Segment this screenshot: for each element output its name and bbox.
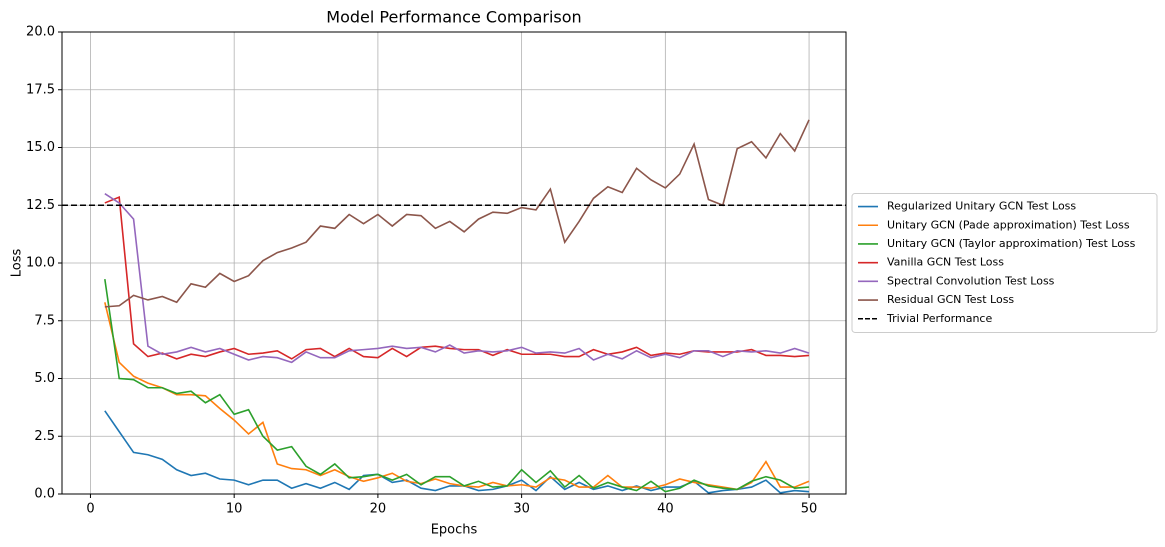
y-axis-label: Loss: [10, 249, 25, 278]
y-tick-label: 12.5: [26, 198, 55, 213]
legend-label: Unitary GCN (Pade approximation) Test Lo…: [887, 218, 1130, 231]
legend-label: Unitary GCN (Taylor approximation) Test …: [887, 237, 1136, 250]
y-tick-label: 17.5: [26, 82, 55, 97]
chart-title: Model Performance Comparison: [326, 8, 581, 27]
line-series: [104, 119, 810, 308]
y-tick-label: 10.0: [26, 256, 55, 271]
x-axis-label: Epochs: [431, 523, 478, 538]
x-tick-label: 50: [801, 502, 818, 517]
x-tick-label: 10: [226, 502, 243, 517]
y-tick-label: 0.0: [34, 487, 55, 502]
legend-box: [851, 193, 1158, 333]
y-tick-label: 5.0: [34, 371, 55, 386]
legend: Regularized Unitary GCN Test Loss Unitary…: [851, 193, 1158, 333]
legend-label: Trivial Performance: [886, 312, 992, 325]
x-tick-label: 30: [513, 502, 530, 517]
legend-label: Regularized Unitary GCN Test Loss: [887, 200, 1076, 213]
line-series: [104, 196, 810, 360]
x-tick-label: 20: [370, 502, 387, 517]
legend-label: Spectral Convolution Test Loss: [887, 274, 1055, 287]
line-series: [104, 279, 810, 493]
x-tick-label: 0: [86, 502, 94, 517]
x-tick-label: 40: [657, 502, 674, 517]
line-series: [104, 193, 810, 364]
plot-frame: [61, 31, 847, 495]
y-tick-label: 20.0: [26, 25, 55, 40]
y-tick-label: 2.5: [34, 429, 55, 444]
y-tick-label: 7.5: [34, 313, 55, 328]
y-tick-label: 15.0: [26, 140, 55, 155]
line-series: [104, 302, 810, 491]
legend-label: Residual GCN Test Loss: [887, 293, 1014, 306]
legend-label: Vanilla GCN Test Loss: [887, 256, 1004, 269]
